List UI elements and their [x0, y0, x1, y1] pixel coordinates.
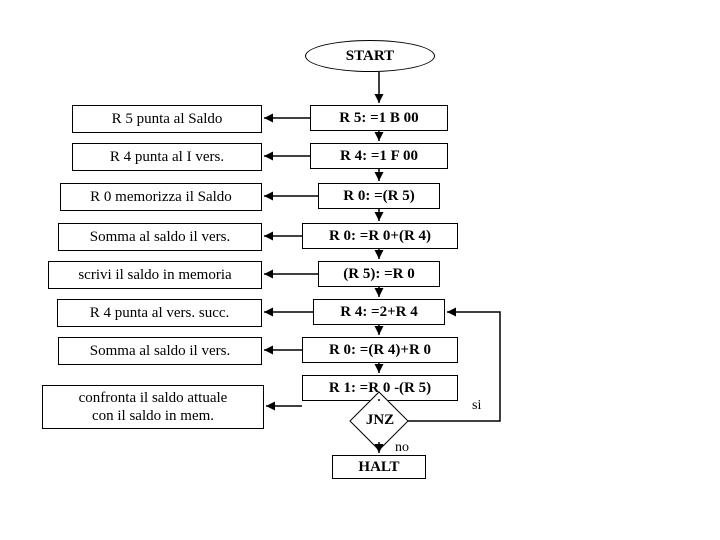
code-box-1: R 4: =1 F 00 [310, 143, 448, 169]
no-label: no [395, 440, 409, 456]
code-label: (R 5): =R 0 [343, 265, 414, 283]
code-box-6: R 0: =(R 4)+R 0 [302, 337, 458, 363]
desc-label: R 4 punta al vers. succ. [90, 304, 230, 322]
code-label: R 0: =(R 5) [343, 187, 414, 205]
code-box-2: R 0: =(R 5) [318, 183, 440, 209]
desc-box-5: R 4 punta al vers. succ. [57, 299, 262, 327]
start-label: START [346, 48, 394, 65]
code-label: R 5: =1 B 00 [339, 109, 418, 127]
code-box-0: R 5: =1 B 00 [310, 105, 448, 131]
desc-label: R 4 punta al I vers. [110, 148, 224, 166]
si-label: si [472, 398, 481, 414]
code-box-3: R 0: =R 0+(R 4) [302, 223, 458, 249]
desc-box-3: Somma al saldo il vers. [58, 223, 262, 251]
desc-label: Somma al saldo il vers. [90, 342, 230, 360]
halt-box: HALT [332, 455, 426, 479]
start-node: START [305, 40, 435, 72]
code-box-5: R 4: =2+R 4 [313, 299, 445, 325]
desc-label: R 5 punta al Saldo [112, 110, 223, 128]
desc-label: scrivi il saldo in memoria [78, 266, 231, 284]
code-label: R 0: =R 0+(R 4) [329, 227, 431, 245]
code-label: R 4: =2+R 4 [340, 303, 418, 321]
desc-label: Somma al saldo il vers. [90, 228, 230, 246]
desc-box-0: R 5 punta al Saldo [72, 105, 262, 133]
decision-label: JNZ [360, 412, 400, 429]
desc-label: confronta il saldo attuale con il saldo … [79, 389, 228, 425]
desc-label: R 0 memorizza il Saldo [90, 188, 232, 206]
desc-box-7: confronta il saldo attuale con il saldo … [42, 385, 264, 429]
code-box-4: (R 5): =R 0 [318, 261, 440, 287]
desc-box-1: R 4 punta al I vers. [72, 143, 262, 171]
code-label: R 4: =1 F 00 [340, 147, 418, 165]
flowchart-container: START R 5 punta al Saldo R 4 punta al I … [0, 0, 720, 540]
desc-box-2: R 0 memorizza il Saldo [60, 183, 262, 211]
desc-box-4: scrivi il saldo in memoria [48, 261, 262, 289]
desc-box-6: Somma al saldo il vers. [58, 337, 262, 365]
halt-label: HALT [358, 458, 399, 476]
code-label: R 0: =(R 4)+R 0 [329, 341, 431, 359]
